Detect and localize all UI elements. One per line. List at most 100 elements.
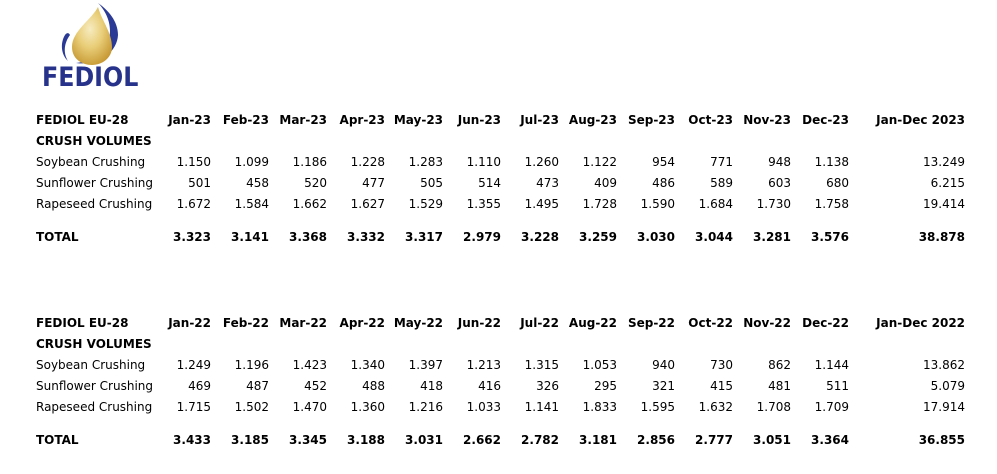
- total-row: TOTAL 3.323 3.141 3.368 3.332 3.317 2.979 3.228…: [36, 227, 965, 248]
- value-cell: 1.216: [408, 400, 444, 414]
- row-label: Sunflower Crushing: [36, 379, 154, 393]
- row-label: Sunflower Crushing: [36, 176, 154, 190]
- column-header: Jun-22: [457, 316, 502, 330]
- spacer-row: [36, 215, 965, 227]
- value-cell: 1.144: [814, 358, 850, 372]
- value-cell: 1.355: [466, 197, 502, 211]
- value-cell: 6.215: [930, 176, 966, 190]
- column-header: Mar-23: [279, 113, 328, 127]
- value-cell: 1.684: [698, 197, 734, 211]
- value-cell: 321: [652, 379, 676, 393]
- value-cell: 19.414: [923, 197, 966, 211]
- value-cell: 730: [710, 358, 734, 372]
- value-cell: 1.397: [408, 358, 444, 372]
- column-header: May-23: [393, 113, 444, 127]
- table-header-row: FEDIOL EU-28 Jan-23 Feb-23 Mar-23 Apr-23 May-…: [36, 110, 965, 131]
- value-cell: 1.260: [524, 155, 560, 169]
- value-cell: 3.181: [579, 433, 618, 447]
- row-label: TOTAL: [36, 433, 79, 447]
- value-cell: 38.878: [918, 230, 966, 244]
- spacer-row: [36, 418, 965, 430]
- value-cell: 771: [710, 155, 734, 169]
- value-cell: 505: [420, 176, 444, 190]
- value-cell: 2.662: [463, 433, 502, 447]
- table-row: Soybean Crushing 1.249 1.196 1.423 1.340 1.39…: [36, 355, 965, 376]
- value-cell: 1.662: [292, 197, 328, 211]
- table-title: FEDIOL EU-28: [36, 316, 129, 330]
- value-cell: 326: [536, 379, 560, 393]
- value-cell: 603: [768, 176, 792, 190]
- value-cell: 1.122: [582, 155, 618, 169]
- value-cell: 3.364: [811, 433, 850, 447]
- value-cell: 862: [768, 358, 792, 372]
- value-cell: 409: [594, 176, 618, 190]
- value-cell: 486: [652, 176, 676, 190]
- column-header: Apr-22: [339, 316, 386, 330]
- table-subtitle: CRUSH VOLUMES: [36, 134, 152, 148]
- value-cell: 1.595: [640, 400, 676, 414]
- column-header: Apr-23: [339, 113, 386, 127]
- column-header: Sep-23: [627, 113, 676, 127]
- value-cell: 1.283: [408, 155, 444, 169]
- table-subtitle: CRUSH VOLUMES: [36, 337, 152, 351]
- value-cell: 17.914: [923, 400, 966, 414]
- value-cell: 2.979: [463, 230, 502, 244]
- value-cell: 3.051: [753, 433, 792, 447]
- value-cell: 1.099: [234, 155, 270, 169]
- value-cell: 3.323: [173, 230, 212, 244]
- value-cell: 3.188: [347, 433, 386, 447]
- column-header: Sep-22: [627, 316, 676, 330]
- row-label: Rapeseed Crushing: [36, 400, 153, 414]
- value-cell: 458: [246, 176, 270, 190]
- oil-drop-icon: [61, 3, 118, 65]
- value-cell: 3.185: [231, 433, 270, 447]
- value-cell: 1.590: [640, 197, 676, 211]
- column-header: Jan-Dec 2022: [876, 316, 966, 330]
- value-cell: 2.856: [637, 433, 676, 447]
- table-subtitle-row: CRUSH VOLUMES: [36, 131, 965, 152]
- column-header: Mar-22: [279, 316, 328, 330]
- row-label: Soybean Crushing: [36, 155, 146, 169]
- value-cell: 514: [478, 176, 502, 190]
- value-cell: 3.141: [231, 230, 270, 244]
- value-cell: 954: [652, 155, 676, 169]
- value-cell: 2.777: [695, 433, 734, 447]
- value-cell: 1.315: [524, 358, 560, 372]
- value-cell: 511: [826, 379, 850, 393]
- value-cell: 1.495: [524, 197, 560, 211]
- value-cell: 1.141: [524, 400, 560, 414]
- spacer-cell: [36, 215, 965, 227]
- value-cell: 1.632: [698, 400, 734, 414]
- value-cell: 1.672: [176, 197, 212, 211]
- value-cell: 481: [768, 379, 792, 393]
- column-header: Feb-23: [222, 113, 270, 127]
- value-cell: 1.470: [292, 400, 328, 414]
- value-cell: 520: [304, 176, 328, 190]
- value-cell: 1.228: [350, 155, 386, 169]
- value-cell: 473: [536, 176, 560, 190]
- value-cell: 1.709: [814, 400, 850, 414]
- value-cell: 1.249: [176, 358, 212, 372]
- crush-volumes-table-2022: FEDIOL EU-28 Jan-22 Feb-22 Mar-22 Apr-22 May-…: [36, 313, 965, 451]
- column-header: Dec-23: [802, 113, 850, 127]
- value-cell: 1.715: [176, 400, 212, 414]
- fediol-wordmark: FEDIOL: [42, 62, 139, 93]
- table-row: Soybean Crushing 1.150 1.099 1.186 1.228 1.28…: [36, 152, 965, 173]
- value-cell: 5.079: [930, 379, 966, 393]
- value-cell: 1.708: [756, 400, 792, 414]
- table-row: Sunflower Crushing 469 487 452 488 418 416 326 2…: [36, 376, 965, 397]
- value-cell: 3.433: [173, 433, 212, 447]
- row-label: Rapeseed Crushing: [36, 197, 153, 211]
- value-cell: 3.332: [347, 230, 386, 244]
- value-cell: 3.044: [695, 230, 734, 244]
- value-cell: 1.833: [582, 400, 618, 414]
- value-cell: 416: [478, 379, 502, 393]
- column-header: Jul-22: [520, 316, 560, 330]
- value-cell: 3.228: [521, 230, 560, 244]
- value-cell: 940: [652, 358, 676, 372]
- row-label: TOTAL: [36, 230, 79, 244]
- column-header: Jan-Dec 2023: [876, 113, 966, 127]
- value-cell: 3.317: [405, 230, 444, 244]
- value-cell: 3.368: [289, 230, 328, 244]
